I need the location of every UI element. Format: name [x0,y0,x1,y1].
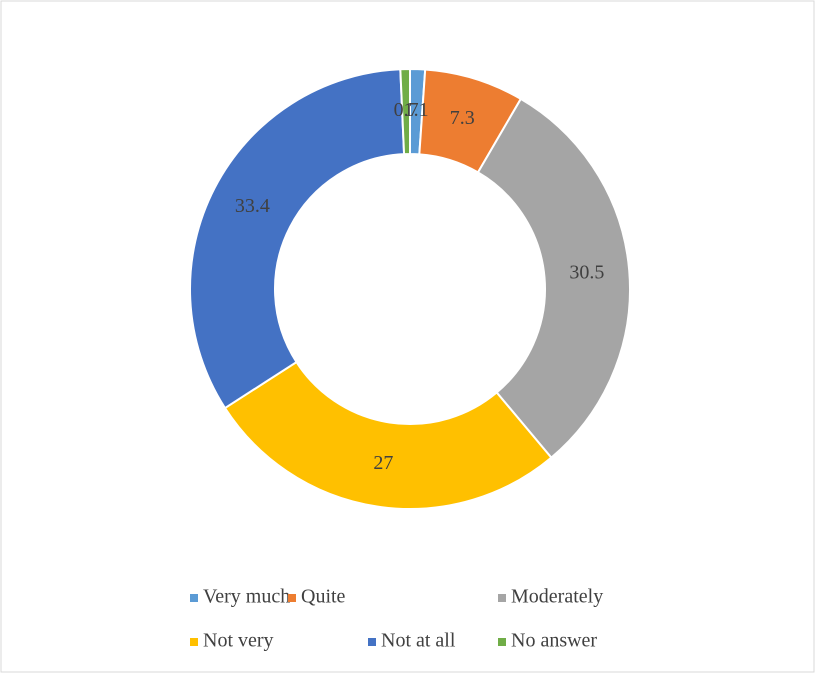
legend-swatch [288,594,296,602]
legend-label: Very much [203,586,290,608]
donut-segment [476,97,631,460]
legend-swatch [498,638,506,646]
legend-swatch [190,594,198,602]
legend-swatch [190,638,198,646]
donut-segment [189,68,406,410]
data-label: 7.3 [450,107,475,129]
legend-label: Not very [203,630,274,652]
donut-segment [399,67,411,156]
legend-swatch [498,594,506,602]
legend-label: Moderately [511,586,603,608]
legend-label: No answer [511,630,597,652]
legend-label: Not at all [381,630,456,652]
data-label: 1.1 [404,99,429,121]
data-label: 30.5 [569,262,604,284]
donut-segment [223,360,553,510]
legend-label: Quite [301,586,346,608]
legend-swatch [368,638,376,646]
data-label: 27 [373,452,393,474]
data-label: 0.7 [394,99,419,121]
data-label: 33.4 [235,195,270,217]
